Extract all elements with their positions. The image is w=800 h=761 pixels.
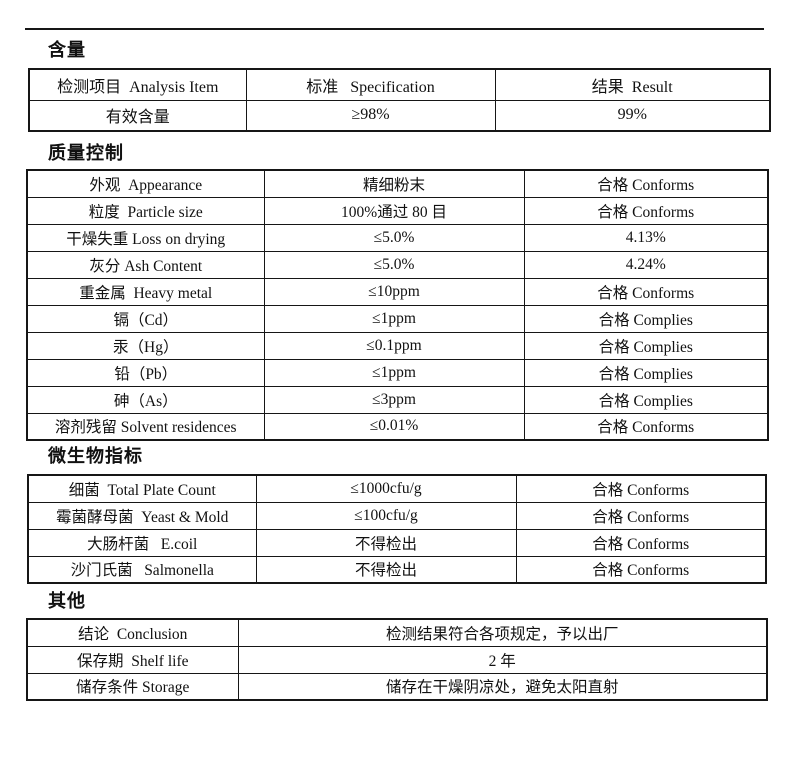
- table-cell: 合格 Complies: [523, 358, 769, 387]
- table-row: 粒度 Particle size 100%通过 80 目合格 Conforms: [26, 196, 769, 225]
- table-row: 储存条件 Storage 储存在干燥阴凉处，避免太阳直射: [26, 672, 768, 701]
- microbiology-table: 细菌 Total Plate Count ≤1000cfu/g 合格 Conform…: [27, 474, 767, 584]
- table-cell: 合格 Complies: [523, 304, 769, 333]
- table-row: 砷（As） ≤3ppm 合格 Complies: [26, 385, 769, 414]
- table-row: 检测项目 Analysis Item 标准 Specification 结果 Res…: [28, 68, 771, 101]
- table-cell: 不得检出: [255, 528, 517, 557]
- table-cell: 霉菌酵母菌 Yeast & Mold: [27, 501, 257, 530]
- table-row: 灰分 Ash Content ≤5.0% 4.24%: [26, 250, 769, 279]
- other-table: 结论 Conclusion 检测结果符合各项规定，予以出厂 保存期 Shelf li…: [26, 618, 768, 701]
- table-row: 汞（Hg） ≤0.1ppm 合格 Complies: [26, 331, 769, 360]
- table-row: 结论 Conclusion 检测结果符合各项规定，予以出厂: [26, 618, 768, 647]
- header-rule: [25, 28, 764, 30]
- table-cell: 标准 Specification: [245, 68, 496, 101]
- table-cell: ≤0.01%: [263, 412, 525, 441]
- table-cell: ≤3ppm: [263, 385, 525, 414]
- table-cell: 100%通过 80 目: [263, 196, 525, 225]
- table-row: 镉（Cd） ≤1ppm 合格 Complies: [26, 304, 769, 333]
- table-cell: 外观 Appearance: [26, 169, 265, 198]
- table-cell: 粒度 Particle size: [26, 196, 265, 225]
- section-heading-assay: 含量: [48, 40, 86, 60]
- quality-control-table: 外观 Appearance 精细粉末 合格 Conforms 粒度 Particle …: [26, 169, 769, 441]
- table-cell: 合格 Conforms: [523, 169, 769, 198]
- table-cell: 合格 Conforms: [515, 501, 767, 530]
- table-cell: 灰分 Ash Content: [26, 250, 265, 279]
- table-cell: 重金属 Heavy metal: [26, 277, 265, 306]
- assay-table: 检测项目 Analysis Item 标准 Specification 结果 Res…: [28, 68, 771, 132]
- table-cell: 结论 Conclusion: [26, 618, 239, 647]
- table-cell: ≤5.0%: [263, 250, 525, 279]
- section-quality-control: 质量控制 外观 Appearance 精细粉末 合格 Conforms 粒度 Part…: [0, 141, 800, 441]
- table-cell: 有效含量: [28, 99, 247, 132]
- section-microbiology: 微生物指标 细菌 Total Plate Count ≤1000cfu/g 合格 C…: [0, 444, 800, 584]
- table-row: 干燥失重 Loss on drying ≤5.0% 4.13%: [26, 223, 769, 252]
- table-cell: 2 年: [237, 645, 768, 674]
- table-row: 有效含量 ≥98% 99%: [28, 99, 771, 132]
- table-cell: 合格 Conforms: [515, 474, 767, 503]
- table-cell: 砷（As）: [26, 385, 265, 414]
- table-row: 铅（Pb） ≤1ppm 合格 Complies: [26, 358, 769, 387]
- table-cell: 沙门氏菌 Salmonella: [27, 555, 257, 584]
- section-other: 其他 结论 Conclusion 检测结果符合各项规定，予以出厂 保存期 Shelf…: [0, 589, 800, 701]
- section-heading-other: 其他: [48, 591, 86, 611]
- table-cell: 合格 Conforms: [515, 528, 767, 557]
- table-cell: 储存条件 Storage: [26, 672, 239, 701]
- table-cell: 合格 Conforms: [523, 196, 769, 225]
- table-cell: 合格 Conforms: [523, 412, 769, 441]
- table-row: 重金属 Heavy metal ≤10ppm 合格 Conforms: [26, 277, 769, 306]
- table-cell: 不得检出: [255, 555, 517, 584]
- table-cell: 大肠杆菌 E.coil: [27, 528, 257, 557]
- table-cell: 镉（Cd）: [26, 304, 265, 333]
- table-cell: 溶剂残留 Solvent residences: [26, 412, 265, 441]
- table-cell: 4.13%: [523, 223, 769, 252]
- section-heading-microbiology: 微生物指标: [48, 446, 143, 466]
- table-cell: 铅（Pb）: [26, 358, 265, 387]
- table-cell: 合格 Complies: [523, 385, 769, 414]
- table-cell: 保存期 Shelf life: [26, 645, 239, 674]
- table-row: 细菌 Total Plate Count ≤1000cfu/g 合格 Conform…: [27, 474, 767, 503]
- table-cell: 检测项目 Analysis Item: [28, 68, 247, 101]
- table-row: 大肠杆菌 E.coil 不得检出 合格 Conforms: [27, 528, 767, 557]
- table-cell: 合格 Conforms: [523, 277, 769, 306]
- table-row: 溶剂残留 Solvent residences ≤0.01% 合格 Conforms: [26, 412, 769, 441]
- section-heading-quality-control: 质量控制: [48, 143, 124, 163]
- table-cell: 储存在干燥阴凉处，避免太阳直射: [237, 672, 768, 701]
- table-cell: ≤1ppm: [263, 304, 525, 333]
- table-row: 保存期 Shelf life 2 年: [26, 645, 768, 674]
- table-cell: ≤10ppm: [263, 277, 525, 306]
- table-row: 霉菌酵母菌 Yeast & Mold ≤100cfu/g 合格 Conforms: [27, 501, 767, 530]
- table-cell: 合格 Complies: [523, 331, 769, 360]
- document-page: 含量 检测项目 Analysis Item 标准 Specification 结果 …: [0, 28, 800, 701]
- section-assay: 含量 检测项目 Analysis Item 标准 Specification 结果 …: [0, 38, 800, 132]
- table-cell: 精细粉末: [263, 169, 525, 198]
- table-cell: 4.24%: [523, 250, 769, 279]
- table-cell: ≥98%: [245, 99, 496, 132]
- table-cell: 检测结果符合各项规定，予以出厂: [237, 618, 768, 647]
- table-cell: 结果 Result: [494, 68, 771, 101]
- table-cell: 99%: [494, 99, 771, 132]
- table-cell: ≤5.0%: [263, 223, 525, 252]
- table-cell: ≤1ppm: [263, 358, 525, 387]
- table-cell: ≤1000cfu/g: [255, 474, 517, 503]
- table-cell: 合格 Conforms: [515, 555, 767, 584]
- table-cell: 细菌 Total Plate Count: [27, 474, 257, 503]
- table-row: 沙门氏菌 Salmonella 不得检出 合格 Conforms: [27, 555, 767, 584]
- table-cell: 干燥失重 Loss on drying: [26, 223, 265, 252]
- table-cell: ≤100cfu/g: [255, 501, 517, 530]
- table-cell: ≤0.1ppm: [263, 331, 525, 360]
- table-row: 外观 Appearance 精细粉末 合格 Conforms: [26, 169, 769, 198]
- table-cell: 汞（Hg）: [26, 331, 265, 360]
